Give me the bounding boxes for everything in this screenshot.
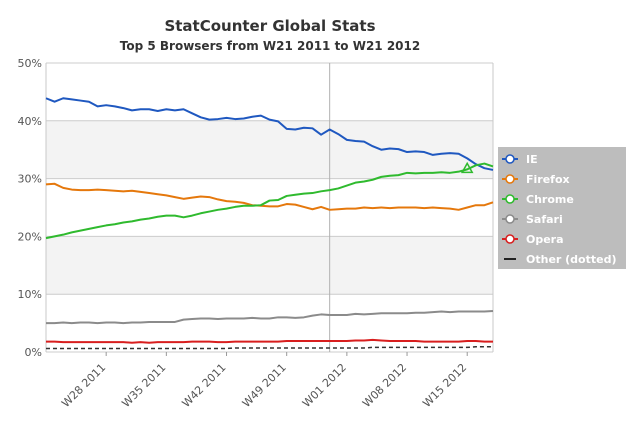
legend-marker	[505, 234, 515, 244]
legend-label: Opera	[526, 233, 564, 246]
chart-title: StatCounter Global Stats	[164, 17, 375, 35]
y-tick-label: 50%	[18, 57, 42, 70]
y-tick-label: 10%	[18, 288, 42, 301]
y-tick-label: 20%	[18, 230, 42, 243]
legend-marker	[505, 174, 515, 184]
gridlines	[45, 62, 494, 353]
x-tick-label: W01 2012	[300, 361, 349, 410]
x-tick-label: W15 2012	[420, 361, 469, 410]
legend-label: Firefox	[526, 173, 570, 186]
x-tick-label: W49 2011	[240, 361, 289, 410]
chart-subtitle: Top 5 Browsers from W21 2011 to W21 2012	[120, 39, 420, 53]
x-axis-ticks: W28 2011 W35 2011 W42 2011 W49 2011 W01 2012…	[59, 352, 469, 410]
legend-marker	[505, 214, 515, 224]
x-tick-label: W42 2011	[180, 361, 229, 410]
plot-band	[46, 63, 493, 121]
x-tick-label: W08 2012	[360, 361, 409, 410]
y-tick-label: 30%	[18, 173, 42, 186]
x-tick-label: W35 2011	[119, 361, 168, 410]
series-line-opera	[46, 338, 493, 344]
legend-box	[498, 147, 626, 269]
chrome-point-marker	[460, 161, 474, 174]
legend-marker	[505, 154, 515, 164]
plot-background-bands	[46, 63, 493, 352]
plot-band	[46, 120, 493, 179]
series-line-other-dotted	[46, 346, 493, 350]
series-line-firefox	[45, 182, 494, 211]
y-axis-ticks: 0% 10% 20% 30% 40% 50%	[18, 57, 42, 359]
series-line-chrome	[45, 162, 494, 240]
series-lines	[45, 97, 494, 350]
plot-band	[46, 236, 493, 295]
series-line-safari	[46, 309, 494, 325]
legend-label: Other (dotted)	[526, 253, 617, 266]
legend-label: IE	[526, 153, 538, 166]
legend: IE Firefox Chrome Safari Opera Other (dotted)	[498, 147, 626, 269]
legend-label: Safari	[526, 213, 563, 226]
legend-marker	[505, 194, 515, 204]
y-tick-label: 0%	[25, 346, 42, 359]
x-tick-label: W28 2011	[59, 361, 108, 410]
y-tick-label: 40%	[18, 115, 42, 128]
series-line-ie	[45, 97, 494, 171]
legend-label: Chrome	[526, 193, 574, 206]
